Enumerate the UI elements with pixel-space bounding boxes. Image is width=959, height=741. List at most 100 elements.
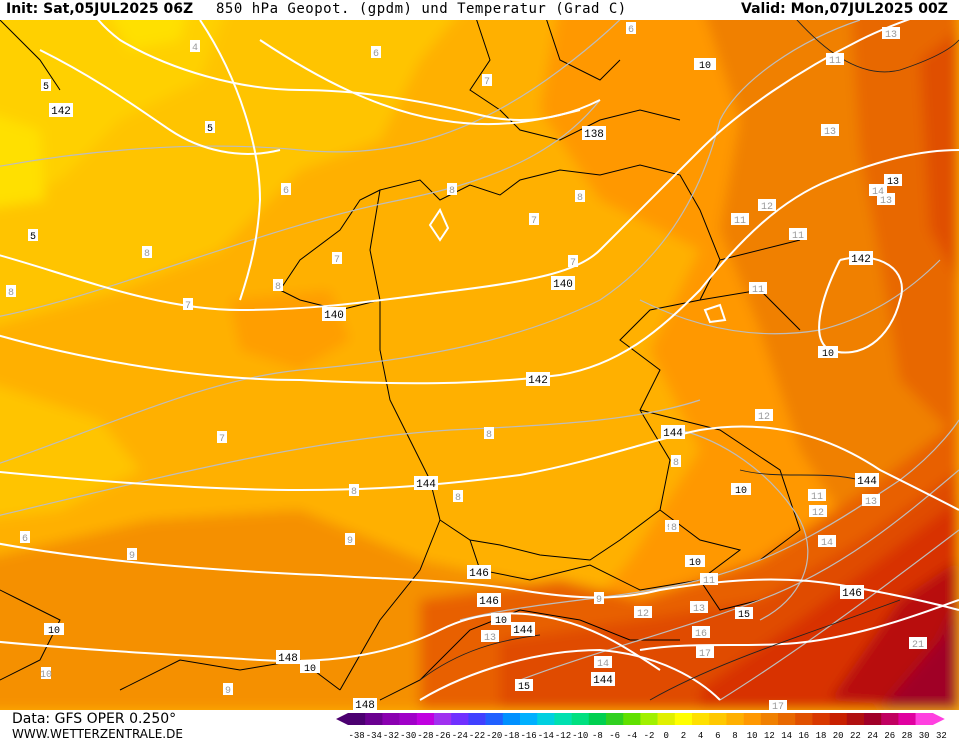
legend-tick-label: 24 — [867, 731, 878, 741]
legend-tick-label: -32 — [383, 731, 399, 741]
legend-swatch — [365, 713, 383, 725]
temp-label: 5 — [28, 229, 38, 243]
svg-text:17: 17 — [772, 702, 784, 710]
legend-swatch — [485, 713, 504, 725]
svg-text:6: 6 — [628, 25, 634, 36]
legend-swatch — [468, 713, 486, 725]
temp-label: 14 — [869, 184, 887, 198]
svg-text:142: 142 — [51, 106, 71, 118]
legend-swatch — [382, 713, 400, 725]
temp-label: 6 — [371, 46, 381, 60]
temp-label: 6 — [20, 531, 30, 545]
legend-swatch — [898, 713, 916, 725]
temp-label: 6 — [281, 183, 291, 197]
geo-label: 144 — [511, 622, 535, 637]
map-footer: Data: GFS OPER 0.250° WWW.WETTERZENTRALE… — [0, 710, 959, 741]
temp-label: 16 — [692, 626, 710, 640]
geo-label: 144 — [855, 473, 879, 488]
website: WWW.WETTERZENTRALE.DE — [12, 727, 183, 741]
temp-label: 7 — [217, 431, 227, 445]
svg-text:6: 6 — [283, 186, 289, 197]
svg-text:8: 8 — [144, 249, 150, 260]
legend-tick-label: -6 — [609, 731, 620, 741]
temp-label: 8 — [142, 246, 152, 260]
geopotential-labels: 142 138 140 140 142 142 144 144 144 146 … — [49, 103, 879, 710]
svg-text:146: 146 — [469, 568, 489, 580]
legend-swatch — [674, 713, 693, 725]
svg-text:13: 13 — [484, 633, 496, 644]
temp-label: 10 — [818, 346, 838, 360]
valid-time: Valid: Mon,07JUL2025 00Z — [741, 1, 948, 17]
svg-text:7: 7 — [334, 255, 340, 266]
svg-text:15: 15 — [738, 610, 750, 621]
legend-tick-label: -26 — [434, 731, 450, 741]
legend-tick-label: 16 — [798, 731, 809, 741]
svg-text:7: 7 — [484, 77, 490, 88]
svg-text:8: 8 — [455, 493, 461, 504]
temp-label: 8 — [671, 455, 681, 469]
svg-text:9: 9 — [129, 551, 135, 562]
svg-text:8: 8 — [486, 430, 492, 441]
svg-text:148: 148 — [278, 653, 298, 665]
svg-text:10: 10 — [822, 349, 834, 360]
svg-text:9: 9 — [347, 536, 353, 547]
svg-text:146: 146 — [479, 596, 499, 608]
temp-label: 5 — [205, 121, 215, 135]
legend-tick-label: 4 — [698, 731, 703, 741]
legend-ticks: -38 -34 -32 -30 -28 -26 -24 -22 -20 -18 -16 -14 -12-… — [348, 731, 946, 741]
temp-label: 8 — [669, 520, 679, 534]
legend-swatch — [692, 713, 710, 725]
temp-label: 11 — [808, 489, 826, 503]
geo-label: 142 — [49, 103, 73, 118]
temp-label: 10 — [44, 623, 64, 637]
temp-label: 10 — [300, 661, 320, 675]
legend-tick-label: -10 — [572, 731, 588, 741]
svg-text:8: 8 — [671, 523, 677, 534]
svg-text:8: 8 — [275, 282, 281, 293]
geo-label: 140 — [551, 276, 575, 291]
legend-swatch — [812, 713, 830, 725]
legend-swatch — [588, 713, 607, 725]
legend-tick-label: -2 — [644, 731, 655, 741]
temp-label: 13 — [884, 174, 902, 188]
svg-text:5: 5 — [43, 82, 49, 93]
svg-text:144: 144 — [663, 428, 683, 440]
geopotential-isolines-dark — [419, 20, 959, 701]
geo-label: 146 — [840, 585, 864, 600]
temp-label: 10 — [491, 613, 511, 627]
legend-tick-label: 20 — [833, 731, 844, 741]
temp-label: 13 — [882, 27, 900, 41]
legend-bar — [336, 713, 945, 725]
weather-map: 142 138 140 140 142 142 144 144 144 146 … — [0, 20, 959, 710]
legend-tick-label: -34 — [366, 731, 382, 741]
svg-text:7: 7 — [185, 301, 191, 312]
temp-label: 8 — [273, 279, 283, 293]
svg-text:9: 9 — [596, 595, 602, 606]
temp-label: 7 — [332, 252, 342, 266]
map-title: 850 hPa Geopot. (gpdm) und Temperatur (G… — [216, 1, 627, 17]
map-header: Init: Sat,05JUL2025 06Z 850 hPa Geopot. … — [0, 0, 959, 20]
svg-text:11: 11 — [811, 492, 823, 503]
svg-text:13: 13 — [887, 177, 899, 188]
temp-label: 11 — [789, 228, 807, 242]
geo-label: 140 — [322, 307, 346, 322]
temp-label: 9 — [594, 592, 604, 606]
svg-text:140: 140 — [324, 310, 344, 322]
legend-swatch — [709, 713, 727, 725]
svg-text:6: 6 — [22, 534, 28, 545]
geo-label: 144 — [591, 672, 615, 687]
svg-text:7: 7 — [531, 216, 537, 227]
legend-tick-label: 30 — [919, 731, 930, 741]
legend-tick-label: 18 — [816, 731, 827, 741]
color-legend: -38 -34 -32 -30 -28 -26 -24 -22 -20 -18 -16 -14 -12-… — [336, 713, 947, 741]
temp-label: 5 — [41, 79, 51, 93]
svg-text:12: 12 — [812, 508, 824, 519]
svg-text:13: 13 — [824, 127, 836, 138]
geo-label: 146 — [477, 593, 501, 608]
temp-label: 17 — [769, 700, 787, 710]
temp-label: 7 — [482, 74, 492, 88]
svg-text:140: 140 — [553, 279, 573, 291]
svg-text:11: 11 — [829, 56, 841, 67]
svg-text:7: 7 — [219, 434, 225, 445]
init-time: Init: Sat,05JUL2025 06Z — [6, 1, 194, 17]
